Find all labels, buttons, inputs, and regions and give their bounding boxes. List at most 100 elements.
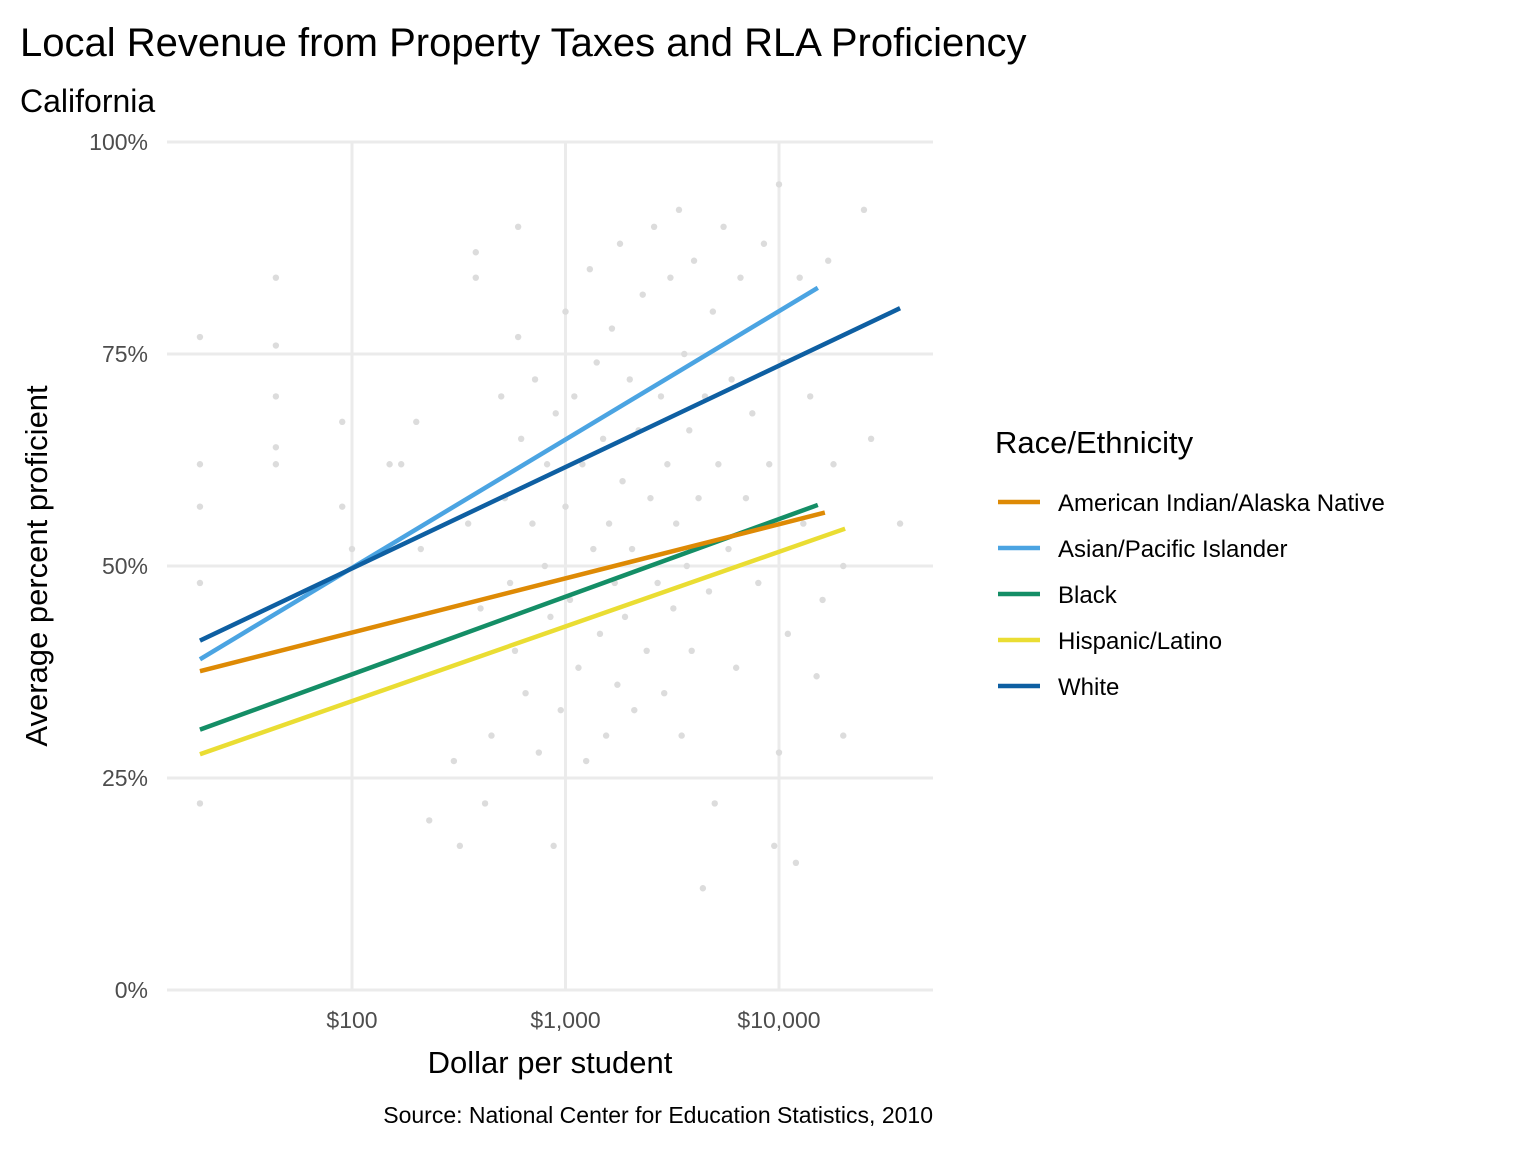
legend: American Indian/Alaska Native Asian/Pacif…: [998, 490, 1385, 701]
scatter-point: [896, 520, 904, 527]
scatter-point: [695, 494, 702, 502]
scatter-point: [514, 223, 522, 230]
scatter-point: [616, 240, 624, 247]
scatter-point: [593, 359, 600, 366]
scatter-point: [586, 266, 594, 273]
scatter-point: [566, 596, 574, 604]
scatter-point: [590, 545, 597, 553]
scatter-point: [552, 410, 559, 417]
scatter-point: [661, 690, 668, 697]
scatter-point: [605, 520, 613, 527]
chart-subtitle: California: [20, 83, 155, 119]
scatter-point: [647, 494, 654, 502]
scatter-point: [550, 842, 557, 850]
scatter-point: [517, 435, 525, 442]
scatter-point: [715, 461, 722, 468]
scatter-point: [766, 461, 773, 468]
legend-title: Race/Ethnicity: [995, 425, 1194, 460]
scatter-point: [417, 545, 424, 553]
scatter-point: [456, 842, 464, 850]
scatter-point: [760, 240, 768, 247]
scatter-point: [619, 478, 626, 485]
scatter-point: [621, 613, 629, 621]
x-tick-label: $1,000: [530, 1007, 600, 1033]
scatter-point: [582, 757, 590, 765]
scatter-point: [196, 333, 204, 341]
scatter-point: [398, 461, 405, 468]
scatter-point: [825, 257, 832, 264]
scatter-point: [481, 800, 489, 807]
legend-label: Black: [1058, 582, 1118, 609]
scatter-point: [535, 749, 543, 756]
scatter-point: [196, 461, 204, 468]
scatter-point: [522, 690, 529, 697]
scatter-point: [562, 308, 569, 315]
legend-label: Asian/Pacific Islander: [1058, 536, 1287, 563]
scatter-point: [792, 859, 800, 866]
x-tick-label: $10,000: [737, 1007, 820, 1033]
scatter-point: [830, 461, 837, 468]
scatter-point: [654, 579, 661, 587]
scatter-point: [575, 664, 582, 671]
scatter-point: [800, 520, 807, 527]
legend-label: Hispanic/Latino: [1058, 628, 1222, 655]
trend-lines: [198, 285, 902, 757]
scatter-point: [806, 393, 814, 400]
scatter-point: [571, 393, 578, 400]
scatter-points: [196, 181, 904, 892]
y-tick-label: 25%: [102, 765, 148, 791]
scatter-point: [796, 274, 803, 281]
scatter-point: [709, 308, 717, 315]
scatter-point: [547, 613, 554, 621]
scatter-point: [272, 393, 280, 400]
scatter-point: [699, 885, 707, 892]
scatter-point: [657, 393, 665, 400]
scatter-point: [628, 545, 636, 553]
scatter-point: [602, 732, 610, 739]
scatter-point: [840, 562, 847, 570]
scatter-point: [675, 206, 683, 214]
scatter-point: [749, 410, 756, 417]
scatter-point: [678, 732, 685, 739]
scatter-point: [348, 545, 356, 553]
y-tick-label: 75%: [102, 341, 148, 367]
scatter-point: [472, 274, 479, 281]
scatter-point: [784, 630, 792, 638]
scatter-point: [664, 461, 671, 468]
scatter-point: [562, 503, 569, 510]
scatter-point: [339, 503, 346, 510]
scatter-point: [450, 757, 458, 765]
trend-line-asian-pacific-islander: [198, 285, 819, 662]
scatter-point: [608, 325, 616, 332]
scatter-point: [686, 427, 693, 434]
scatter-point: [426, 817, 433, 824]
scatter-point: [599, 435, 607, 442]
scatter-point: [413, 418, 420, 426]
x-axis-title: Dollar per student: [428, 1045, 673, 1080]
scatter-point: [840, 732, 847, 739]
trend-line-white: [198, 306, 902, 643]
legend-label: White: [1058, 674, 1119, 701]
scatter-point: [720, 223, 727, 230]
y-tick-label: 0%: [115, 977, 148, 1003]
scatter-point: [631, 706, 638, 714]
scatter-point: [477, 605, 484, 612]
scatter-point: [673, 520, 680, 527]
caption: Source: National Center for Education St…: [383, 1102, 933, 1128]
scatter-point: [472, 249, 479, 256]
scatter-point: [272, 461, 280, 468]
scatter-point: [725, 545, 732, 553]
scatter-point: [531, 376, 539, 383]
y-tick-label: 100%: [89, 129, 148, 155]
scatter-point: [196, 800, 204, 807]
scatter-point: [819, 596, 826, 604]
scatter-point: [670, 605, 677, 612]
scatter-point: [196, 579, 204, 587]
scatter-point: [737, 274, 744, 281]
y-axis-title: Average percent proficient: [19, 385, 54, 747]
scatter-point: [681, 350, 688, 358]
legend-label: American Indian/Alaska Native: [1058, 490, 1385, 517]
scatter-point: [196, 503, 204, 510]
scatter-point: [596, 630, 604, 638]
scatter-point: [488, 732, 495, 739]
